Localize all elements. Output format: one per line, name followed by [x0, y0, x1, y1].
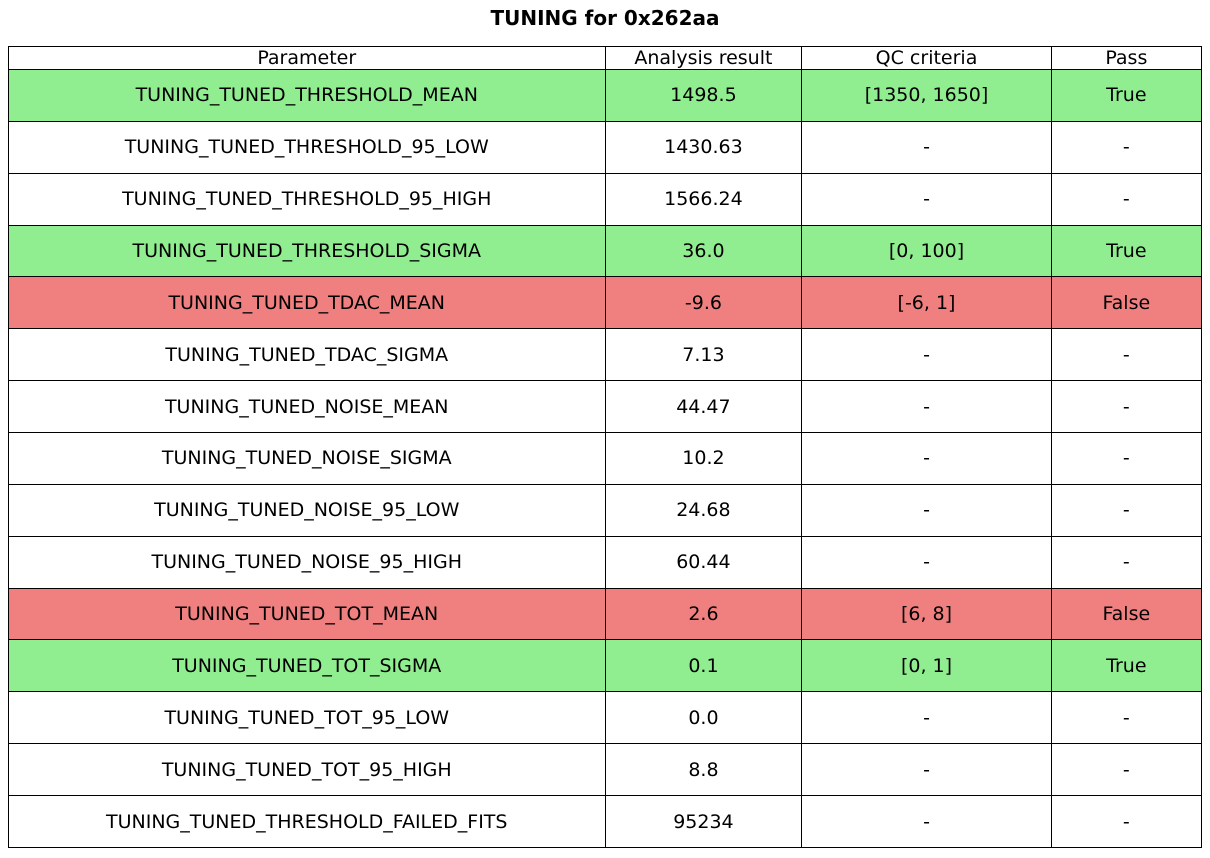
criteria-cell: - [801, 120, 1052, 174]
pass-cell: True [1050, 639, 1203, 693]
pass-cell: False [1050, 276, 1203, 330]
pass-cell: True [1050, 69, 1203, 122]
col-header-parameter: Parameter [8, 46, 606, 70]
criteria-cell: - [801, 795, 1052, 848]
col-header-pass: Pass [1050, 46, 1203, 70]
param-cell: TUNING_TUNED_THRESHOLD_95_LOW [8, 120, 606, 174]
table-row: TUNING_TUNED_THRESHOLD_FAILED_FITS 95234-… [8, 795, 1203, 848]
result-cell: 24.68 [604, 483, 803, 537]
param-cell: TUNING_TUNED_TOT_95_LOW [8, 691, 606, 745]
param-cell: TUNING_TUNED_THRESHOLD_FAILED_FITS [8, 795, 606, 848]
criteria-cell: - [801, 483, 1052, 537]
table-row: TUNING_TUNED_NOISE_95_LOW 24.68- - [8, 483, 1203, 537]
result-cell: -9.6 [604, 276, 803, 330]
param-cell: TUNING_TUNED_THRESHOLD_MEAN [8, 69, 606, 122]
criteria-cell: - [801, 691, 1052, 745]
result-cell: 95234 [604, 795, 803, 848]
table-body: TUNING_TUNED_THRESHOLD_MEAN 1498.5 [1350, … [8, 69, 1203, 848]
table-row: TUNING_TUNED_TOT_SIGMA 0.1 [0, 1] True [8, 639, 1203, 693]
result-cell: 36.0 [604, 224, 803, 278]
table-row: TUNING_TUNED_THRESHOLD_95_HIGH 1566.24- - [8, 172, 1203, 226]
table-row: TUNING_TUNED_TOT_95_HIGH 8.8- - [8, 743, 1203, 797]
table-row: TUNING_TUNED_NOISE_95_HIGH 60.44- - [8, 535, 1203, 589]
pass-cell: - [1050, 795, 1203, 848]
table-row: TUNING_TUNED_NOISE_SIGMA 10.2- - [8, 432, 1203, 485]
header-row: Parameter Analysis result QC criteria Pa… [8, 46, 1203, 70]
pass-cell: - [1050, 483, 1203, 537]
criteria-cell: - [801, 380, 1052, 434]
param-cell: TUNING_TUNED_THRESHOLD_95_HIGH [8, 172, 606, 226]
param-cell: TUNING_TUNED_TOT_MEAN [8, 587, 606, 641]
criteria-cell: - [801, 432, 1052, 485]
pass-cell: True [1050, 224, 1203, 278]
param-cell: TUNING_TUNED_NOISE_95_LOW [8, 483, 606, 537]
criteria-cell: [-6, 1] [801, 276, 1052, 330]
col-header-qc-criteria: QC criteria [801, 46, 1052, 70]
criteria-cell: [0, 1] [801, 639, 1052, 693]
pass-cell: - [1050, 120, 1203, 174]
criteria-cell: - [801, 743, 1052, 797]
result-cell: 10.2 [604, 432, 803, 485]
result-cell: 60.44 [604, 535, 803, 589]
criteria-cell: - [801, 328, 1052, 382]
pass-cell: - [1050, 172, 1203, 226]
pass-cell: - [1050, 535, 1203, 589]
table-row: TUNING_TUNED_THRESHOLD_95_LOW 1430.63- - [8, 120, 1203, 174]
pass-cell: - [1050, 691, 1203, 745]
table-row: TUNING_TUNED_TDAC_MEAN -9.6 [-6, 1] False [8, 276, 1203, 330]
result-cell: 7.13 [604, 328, 803, 382]
tuning-qc-table: Parameter Analysis result QC criteria Pa… [8, 46, 1203, 848]
table-row: TUNING_TUNED_NOISE_MEAN 44.47- - [8, 380, 1203, 434]
param-cell: TUNING_TUNED_NOISE_MEAN [8, 380, 606, 434]
figure-title: TUNING for 0x262aa [490, 6, 720, 30]
result-cell: 44.47 [604, 380, 803, 434]
criteria-cell: - [801, 172, 1052, 226]
result-cell: 0.0 [604, 691, 803, 745]
table-row: TUNING_TUNED_THRESHOLD_MEAN 1498.5 [1350, … [8, 69, 1203, 122]
result-cell: 2.6 [604, 587, 803, 641]
param-cell: TUNING_TUNED_TDAC_MEAN [8, 276, 606, 330]
pass-cell: False [1050, 587, 1203, 641]
param-cell: TUNING_TUNED_TOT_95_HIGH [8, 743, 606, 797]
param-cell: TUNING_TUNED_NOISE_95_HIGH [8, 535, 606, 589]
pass-cell: - [1050, 743, 1203, 797]
param-cell: TUNING_TUNED_TOT_SIGMA [8, 639, 606, 693]
criteria-cell: [6, 8] [801, 587, 1052, 641]
criteria-cell: [1350, 1650] [801, 69, 1052, 122]
param-cell: TUNING_TUNED_TDAC_SIGMA [8, 328, 606, 382]
result-cell: 1430.63 [604, 120, 803, 174]
pass-cell: - [1050, 328, 1203, 382]
result-cell: 1498.5 [604, 69, 803, 122]
param-cell: TUNING_TUNED_NOISE_SIGMA [8, 432, 606, 485]
pass-cell: - [1050, 432, 1203, 485]
param-cell: TUNING_TUNED_THRESHOLD_SIGMA [8, 224, 606, 278]
col-header-analysis-result: Analysis result [604, 46, 803, 70]
table-row: TUNING_TUNED_TOT_95_LOW 0.0- - [8, 691, 1203, 745]
table-row: TUNING_TUNED_THRESHOLD_SIGMA 36.0 [0, 100]… [8, 224, 1203, 278]
table-row: TUNING_TUNED_TOT_MEAN 2.6 [6, 8] False [8, 587, 1203, 641]
criteria-cell: - [801, 535, 1052, 589]
result-cell: 0.1 [604, 639, 803, 693]
pass-cell: - [1050, 380, 1203, 434]
table-row: TUNING_TUNED_TDAC_SIGMA 7.13- - [8, 328, 1203, 382]
result-cell: 1566.24 [604, 172, 803, 226]
result-cell: 8.8 [604, 743, 803, 797]
criteria-cell: [0, 100] [801, 224, 1052, 278]
